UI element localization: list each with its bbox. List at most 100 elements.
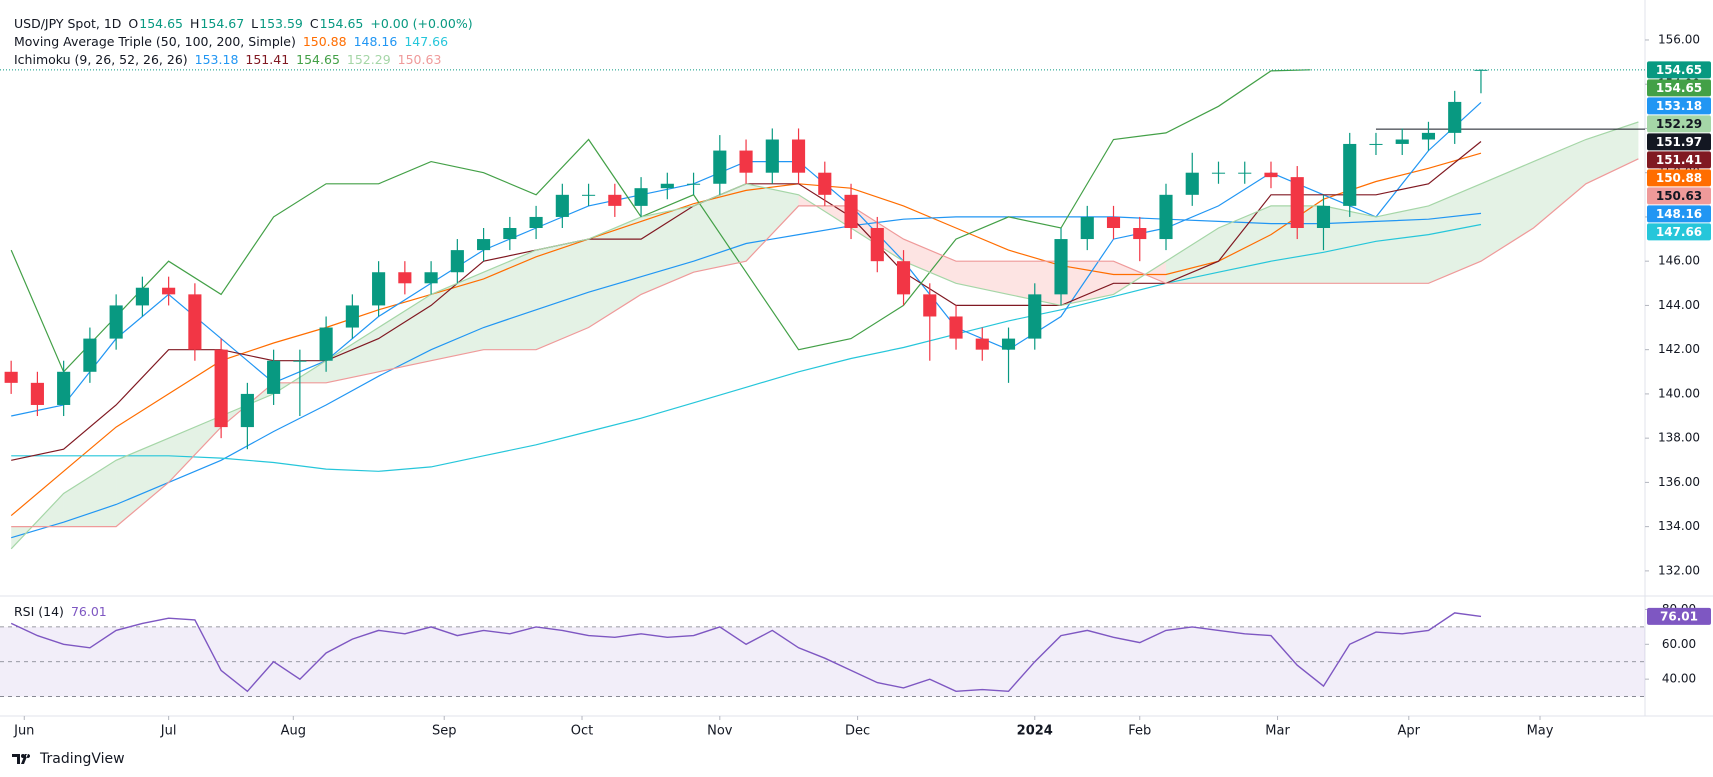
cloud <box>1533 139 1586 228</box>
ohlc-item: H154.67 <box>190 16 244 31</box>
candle-body <box>791 139 806 173</box>
change: +0.00 (+0.00%) <box>370 16 473 31</box>
candle-body <box>293 360 307 362</box>
candle-body <box>424 272 438 284</box>
candle-body <box>1343 143 1357 206</box>
cloud <box>483 250 537 350</box>
rsi-title: RSI (14) <box>14 604 64 619</box>
ohlc-value: 153.59 <box>259 16 303 31</box>
y-tick-label: 156.00 <box>1658 32 1700 46</box>
indicator-line <box>10 121 1639 550</box>
candle-body <box>687 183 701 185</box>
candle-body <box>1159 194 1173 240</box>
candle-body <box>1264 172 1278 178</box>
price-badge <box>1647 169 1711 187</box>
price-badge-label: 152.29 <box>1656 117 1702 131</box>
cloud <box>63 460 117 527</box>
ohlc-label: L <box>251 16 259 31</box>
indicator-value: 150.63 <box>397 52 442 67</box>
x-tick-label: Jul <box>160 724 177 739</box>
candle-body <box>214 349 228 428</box>
candle-body <box>398 272 412 284</box>
y-tick-label: 134.00 <box>1658 519 1700 533</box>
indicator-line <box>11 158 1639 528</box>
ohlc-item: C154.65 <box>310 16 363 31</box>
candle-body <box>345 305 359 328</box>
candle-body <box>1028 294 1042 339</box>
ohlc-value: 154.65 <box>319 16 364 31</box>
candle-body <box>818 172 832 195</box>
rsi-line <box>10 612 1482 693</box>
legend-row: RSI (14) 76.01 <box>14 604 114 620</box>
candle-body <box>1421 132 1436 140</box>
cloud <box>588 216 642 328</box>
cloud <box>1166 228 1219 284</box>
candle-body <box>372 272 386 306</box>
y-tick-label: 144.00 <box>1658 298 1700 312</box>
candle-body <box>1316 205 1331 228</box>
indicator-value: 152.29 <box>346 52 391 67</box>
y-tick-label: 132.00 <box>1658 563 1700 577</box>
candle-body <box>4 371 18 383</box>
candle-body <box>975 338 989 350</box>
cloud <box>431 272 484 361</box>
candle-body <box>870 228 884 262</box>
candle-body <box>1211 172 1226 174</box>
ohlc-value: 154.65 <box>139 16 184 31</box>
indicator-title: Moving Average Triple (50, 100, 200, Sim… <box>14 34 296 49</box>
candle-body <box>135 287 149 306</box>
x-tick-label: Feb <box>1128 724 1151 739</box>
legend-row: Ichimoku (9, 26, 52, 26, 26) 153.18 151.41… <box>14 52 448 68</box>
indicator-line <box>11 223 1482 472</box>
price-badge <box>1647 205 1711 223</box>
candle-body <box>555 194 569 217</box>
cloud <box>1008 261 1061 306</box>
price-badge-label: 154.65 <box>1656 81 1702 95</box>
candle-body <box>162 287 176 295</box>
candle-body <box>109 305 123 339</box>
candle-body <box>1133 228 1147 240</box>
price-badge-label: 150.63 <box>1656 189 1702 203</box>
candle-body <box>765 139 779 173</box>
x-tick-label: Dec <box>845 724 870 739</box>
price-badge <box>1647 223 1711 241</box>
candle-body <box>529 216 543 228</box>
indicator-value: 154.65 <box>296 52 340 67</box>
y-tick-label: 140.00 <box>1658 386 1700 400</box>
y-tick-label: 60.00 <box>1662 637 1696 651</box>
x-tick-label: Apr <box>1398 724 1421 739</box>
y-tick-label: 138.00 <box>1658 431 1700 445</box>
candle-body <box>83 338 97 372</box>
price-badge-label: 148.16 <box>1656 207 1702 221</box>
cloud <box>956 261 1009 295</box>
candle-body <box>1369 143 1383 145</box>
candle-body <box>267 360 281 394</box>
candle-body <box>30 382 44 405</box>
price-badge-label: 151.41 <box>1656 153 1702 167</box>
indicator-value: 148.16 <box>353 34 398 49</box>
cloud <box>1323 205 1376 284</box>
y-tick-label: 146.00 <box>1658 254 1700 268</box>
x-tick-label: Jun <box>13 724 34 739</box>
price-badge-label: 151.97 <box>1656 135 1702 149</box>
indicator-line <box>10 152 1482 517</box>
price-badge <box>1647 133 1711 151</box>
indicator-value: 151.41 <box>245 52 290 67</box>
price-badge-label: 154.65 <box>1656 63 1702 77</box>
candle-body <box>1474 69 1488 71</box>
candle-body <box>1238 172 1252 174</box>
candle-body <box>1106 216 1121 228</box>
indicator-line <box>11 212 1482 539</box>
price-badge-label: 76.01 <box>1660 609 1698 623</box>
indicator-value: 153.18 <box>194 52 239 67</box>
candle-body <box>477 239 491 251</box>
x-tick-label: Nov <box>707 724 733 739</box>
candle-body <box>450 250 464 273</box>
x-tick-label: 2024 <box>1017 724 1053 739</box>
candle-body <box>923 294 937 317</box>
candle-body <box>713 150 727 184</box>
cloud <box>746 183 799 262</box>
candle-body <box>319 327 333 361</box>
